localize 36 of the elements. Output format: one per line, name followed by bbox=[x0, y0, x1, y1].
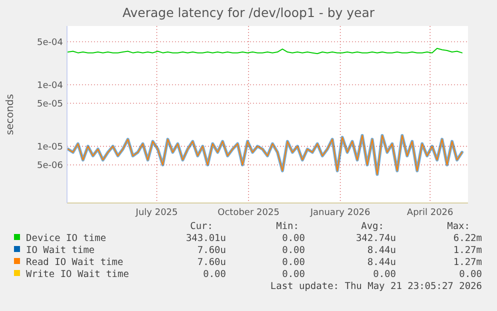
y-tick-label: 5e-06 bbox=[37, 160, 64, 171]
chart-title: Average latency for /dev/loop1 - by year bbox=[122, 5, 376, 20]
text: Max: bbox=[447, 221, 470, 232]
y-tick-label: 1e-04 bbox=[37, 80, 64, 91]
text: 342.74u bbox=[356, 233, 396, 244]
text: 1.27m bbox=[453, 257, 482, 268]
legend-label: Device IO time bbox=[26, 233, 106, 244]
x-tick-label: January 2026 bbox=[309, 208, 371, 218]
y-tick-label: 5e-05 bbox=[37, 99, 63, 110]
text: Min: bbox=[276, 221, 299, 232]
y-tick-label: 1e-05 bbox=[37, 142, 63, 152]
text: 0.00 bbox=[282, 233, 306, 244]
text: 8.44u bbox=[367, 245, 396, 256]
y-axis-title: seconds bbox=[5, 94, 16, 135]
text: 7.60u bbox=[197, 245, 226, 256]
x-tick-label: April 2026 bbox=[406, 208, 454, 218]
text: 0.00 bbox=[282, 245, 306, 256]
legend-label: Read IO Wait time bbox=[26, 257, 124, 268]
text: 0.00 bbox=[459, 269, 482, 280]
x-tick-label: July 2025 bbox=[134, 208, 178, 218]
legend-label: Write IO Wait time bbox=[26, 269, 130, 280]
text: Last update: Thu May 21 23:05:27 2026 bbox=[270, 281, 482, 292]
text: 343.01u bbox=[186, 233, 226, 244]
legend-label: IO Wait time bbox=[26, 245, 95, 256]
text: 0.00 bbox=[282, 269, 306, 280]
text: 0.00 bbox=[373, 269, 396, 280]
y-tick-label: 5e-04 bbox=[37, 38, 64, 48]
x-tick-label: October 2025 bbox=[218, 208, 280, 218]
text: 6.22m bbox=[453, 233, 482, 244]
text: 0.00 bbox=[203, 269, 226, 280]
text: Cur: bbox=[190, 221, 213, 232]
text: 1.27m bbox=[453, 245, 482, 256]
text: 8.44u bbox=[367, 257, 396, 268]
text: 0.00 bbox=[282, 257, 306, 268]
text: Avg: bbox=[361, 221, 384, 232]
text: 7.60u bbox=[197, 257, 226, 268]
